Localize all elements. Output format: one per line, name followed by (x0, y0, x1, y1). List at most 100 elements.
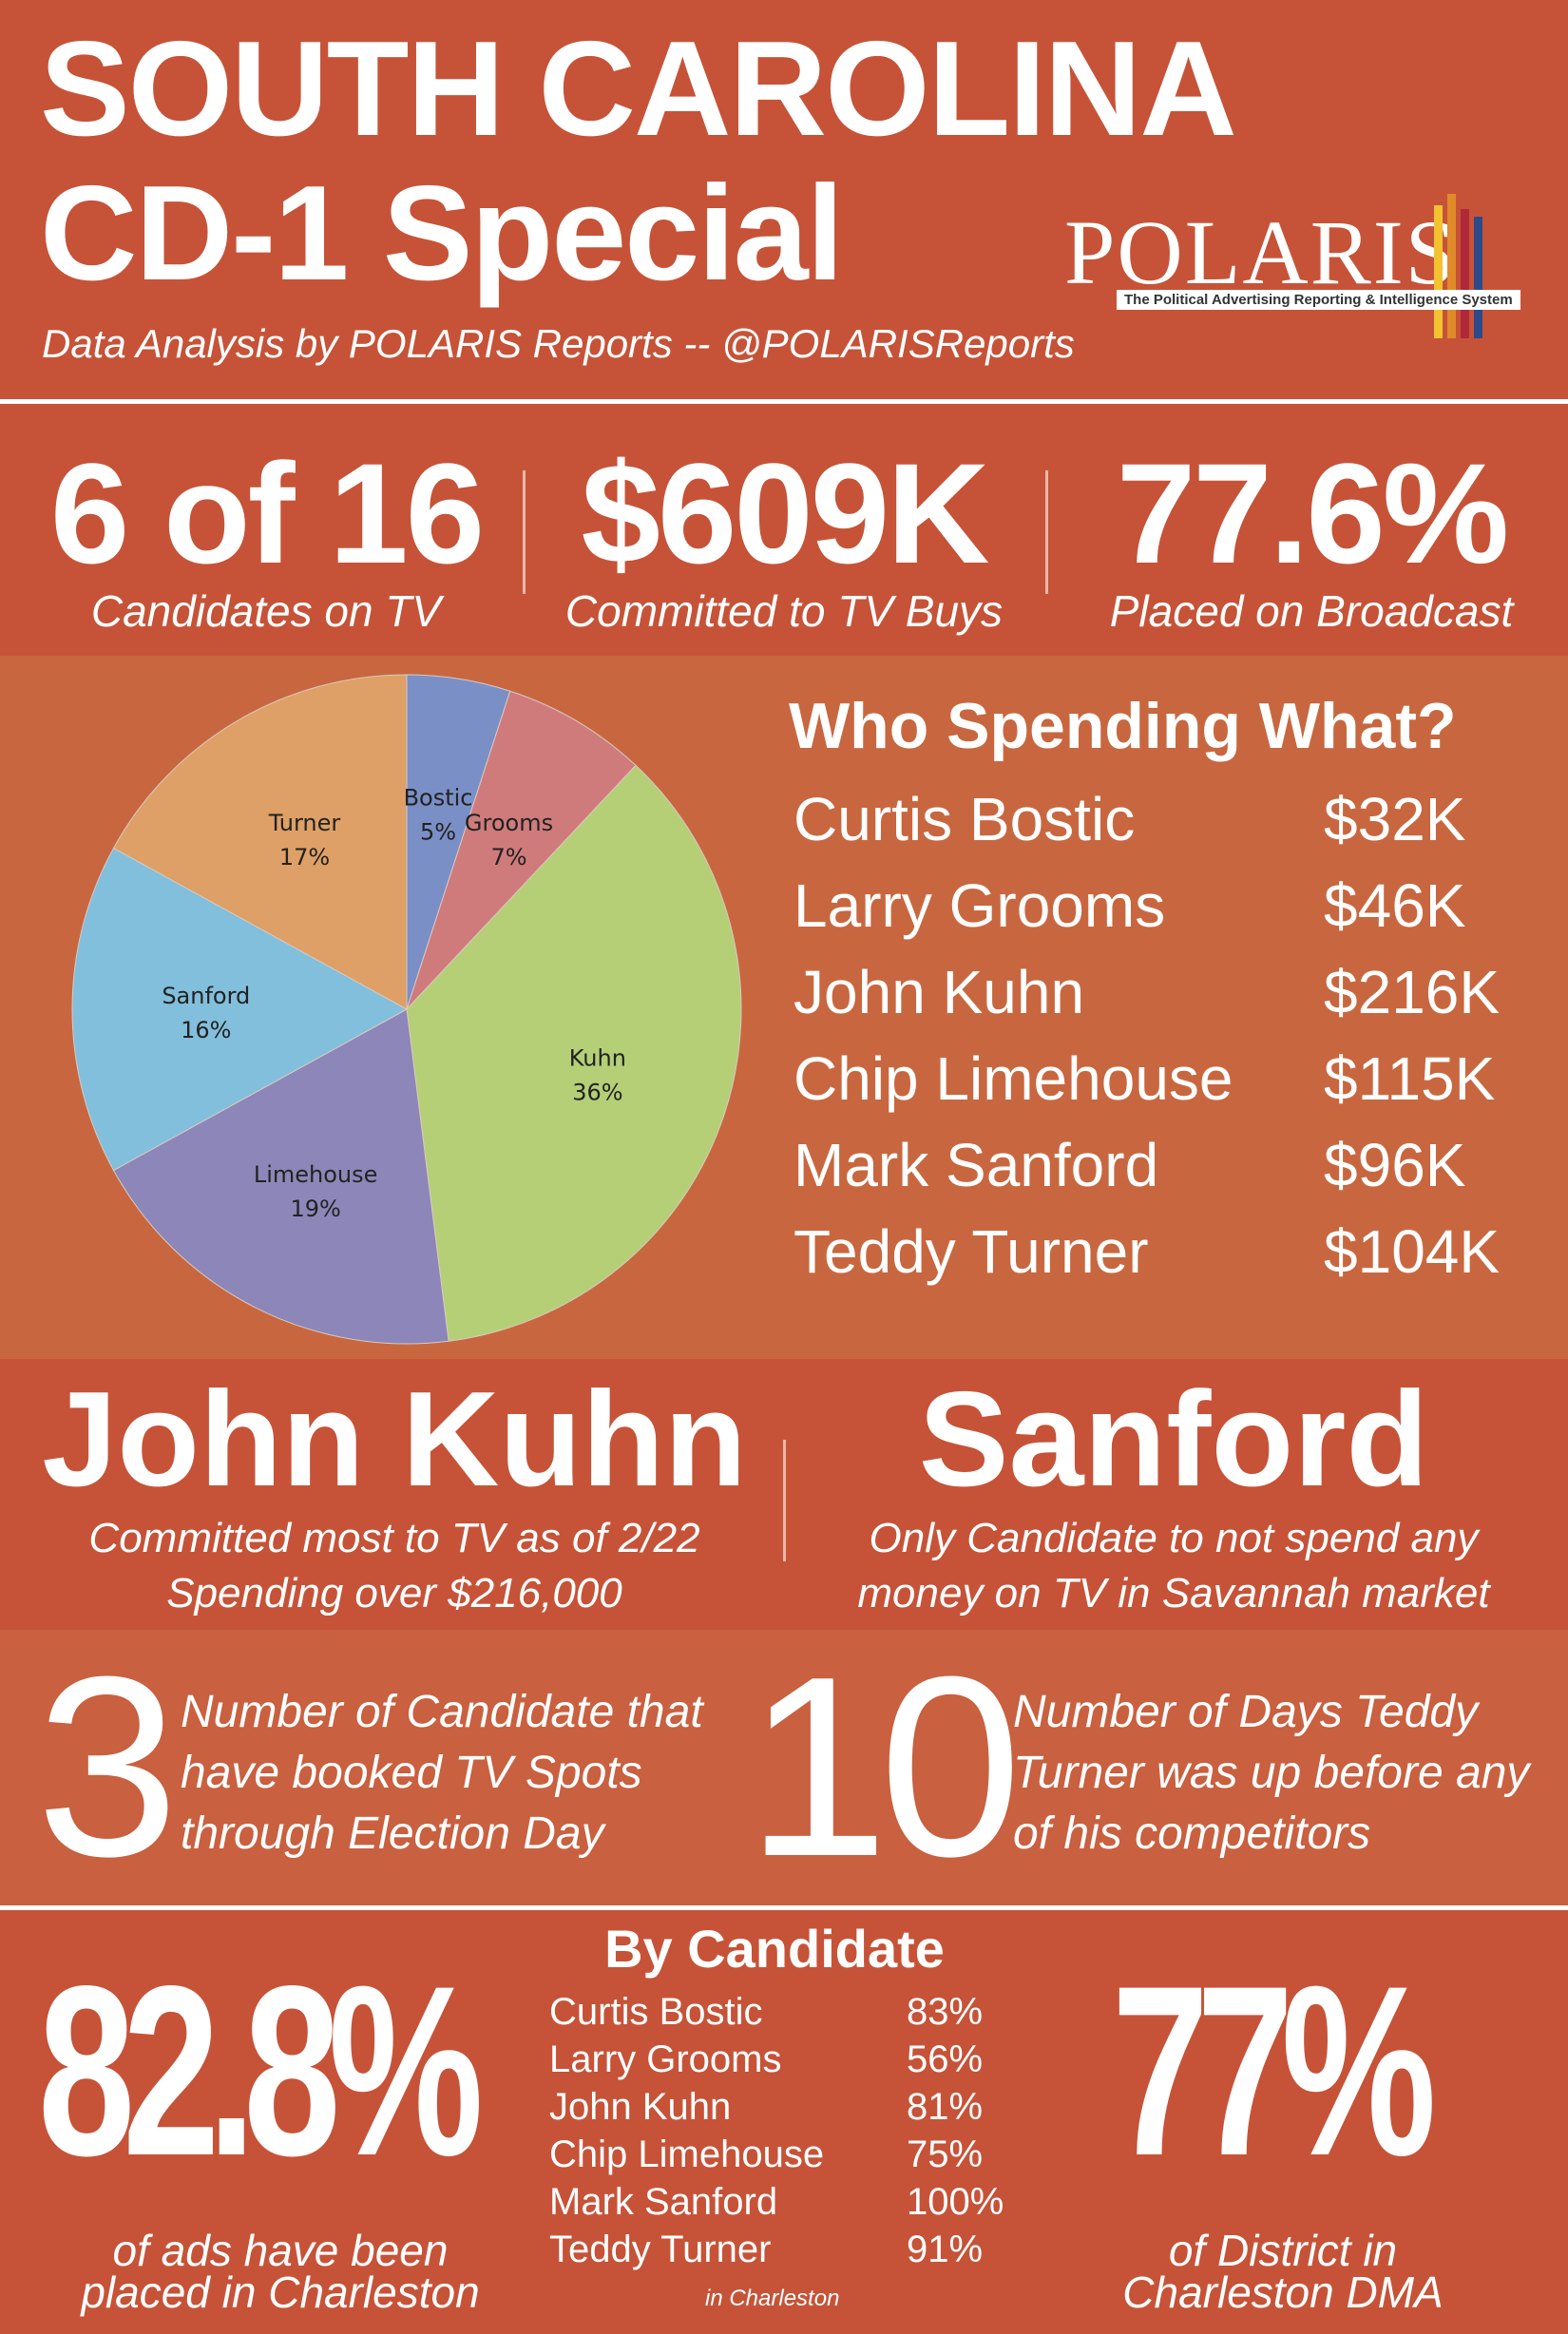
spend-amount: $32K (1324, 785, 1466, 853)
page-title: SOUTH CAROLINA CD-1 Special (40, 13, 1237, 309)
candidate-percent: 81% (907, 2086, 984, 2128)
spending-row: Teddy Turner $104K (794, 1216, 1535, 1303)
pie-slice-limehouse (112, 1008, 449, 1345)
top-stats-band (0, 404, 1568, 656)
highlight-line: Only Candidate to not spend any (869, 1515, 1479, 1561)
footnote: in Charleston (705, 2286, 840, 2311)
caption-line: Charleston DMA (1122, 2267, 1444, 2317)
highlight-title: Sanford (918, 1364, 1429, 1515)
caption-line: placed in Charleston (81, 2267, 480, 2317)
divider (0, 1905, 1568, 1910)
spend-amount: $104K (1324, 1217, 1501, 1286)
pie-slices (71, 674, 742, 1345)
spend-amount: $96K (1324, 1131, 1466, 1199)
divider (1045, 470, 1048, 594)
stat-value: 6 of 16 (49, 433, 485, 593)
by-candidate-row: John Kuhn 81% (549, 2086, 1005, 2133)
highlight-kuhn: John Kuhn Committed most to TV as of 2/2… (19, 1368, 770, 1621)
pie-slice-grooms (406, 690, 637, 1010)
pie-label-value: 36% (572, 1079, 622, 1105)
by-candidate-row: Larry Grooms 56% (549, 2038, 1005, 2086)
candidate-name: John Kuhn (794, 958, 1085, 1026)
candidate-name: Chip Limehouse (549, 2133, 825, 2175)
logo-tagline: The Political Advertising Reporting & In… (1117, 290, 1520, 310)
candidate-name: Mark Sanford (794, 1131, 1159, 1199)
caption-line: of ads have been (112, 2226, 449, 2275)
stat-candidates: 6 of 16 Candidates on TV (29, 442, 504, 638)
stat-committed: $609K Committed to TV Buys (542, 442, 1026, 638)
spending-row: Mark Sanford $96K (794, 1130, 1535, 1216)
caption-line: of District in (1168, 2226, 1398, 2275)
highlight-title: John Kuhn (42, 1364, 747, 1515)
spending-row: John Kuhn $216K (794, 957, 1535, 1043)
district-percent: 77% (1112, 1936, 1437, 2207)
by-candidate-row: Curtis Bostic 83% (549, 1991, 1005, 2038)
pie-labels: Bostic 5% Grooms 7% Kuhn 36% Limehouse 19% Sanfo… (162, 784, 626, 1222)
pie-slice-sanford (71, 847, 409, 1172)
caption-line: of his competitors (1013, 1808, 1371, 1859)
page-subtitle: Data Analysis by POLARIS Reports -- @POL… (42, 321, 1075, 366)
candidate-percent: 75% (907, 2133, 984, 2175)
candidate-name: Larry Grooms (794, 871, 1166, 940)
divider (0, 399, 1568, 404)
caption-line: Number of Candidate that (181, 1687, 703, 1737)
candidate-name: John Kuhn (549, 2086, 732, 2128)
pie-label-value: 5% (420, 818, 456, 845)
caption-line: Number of Days Teddy (1013, 1687, 1479, 1737)
pie-label-name: Bostic (404, 784, 473, 811)
charleston-percent: 82.8% (38, 1936, 484, 2207)
pie-label-value: 16% (181, 1017, 231, 1043)
pie-label-name: Limehouse (254, 1161, 378, 1188)
pie-label-value: 17% (279, 844, 330, 870)
spending-row: Larry Grooms $46K (794, 870, 1535, 957)
candidate-name: Larry Grooms (549, 2038, 782, 2080)
stat-caption: Placed on Broadcast (1109, 586, 1514, 636)
spending-title: Who Spending What? (789, 690, 1457, 762)
spending-row: Curtis Bostic $32K (794, 784, 1535, 870)
by-candidate-title: By Candidate (604, 1919, 945, 1979)
candidate-name: Curtis Bostic (549, 1991, 763, 2033)
highlight-line: Committed most to TV as of 2/22 (88, 1515, 700, 1561)
pie-slice-kuhn (406, 764, 742, 1342)
logo-text: POLARIS (1064, 201, 1459, 303)
stat-value: $609K (581, 433, 989, 593)
number-value: 10 (746, 1624, 1022, 1910)
candidate-name: Mark Sanford (549, 2181, 778, 2223)
polaris-logo: POLARIS The Political Advertising Report… (1064, 194, 1558, 342)
pie-chart: Bostic 5% Grooms 7% Kuhn 36% Limehouse 19% Sanfo… (71, 674, 742, 1345)
number-caption: Number of Days Teddy Turner was up befor… (1013, 1682, 1564, 1865)
number-caption: Number of Candidate that have booked TV … (181, 1682, 732, 1865)
stat-value: 77.6% (1116, 433, 1509, 593)
by-candidate-row: Teddy Turner 91% (549, 2229, 1005, 2276)
stat-caption: Candidates on TV (90, 586, 442, 636)
by-candidate-row: Chip Limehouse 75% (549, 2133, 1005, 2181)
candidate-name: Teddy Turner (794, 1217, 1149, 1286)
stat-caption: Committed to TV Buys (564, 586, 1004, 636)
numbers-band (0, 1630, 1568, 1905)
pie-label-value: 7% (490, 844, 526, 870)
stat-broadcast: 77.6% Placed on Broadcast (1064, 442, 1558, 638)
pie-label-name: Kuhn (569, 1044, 626, 1071)
divider (783, 1440, 786, 1561)
highlight-line: money on TV in Savannah market (857, 1570, 1490, 1617)
number-value: 3 (36, 1624, 180, 1910)
candidate-percent: 91% (907, 2229, 984, 2270)
charleston-caption: of ads have been placed in Charleston (29, 2226, 532, 2317)
divider (523, 470, 526, 594)
highlight-line: Spending over $216,000 (166, 1570, 622, 1617)
by-candidate-row: Mark Sanford 100% (549, 2181, 1005, 2229)
spend-amount: $46K (1324, 871, 1466, 940)
candidate-name: Teddy Turner (549, 2229, 772, 2270)
pie-label-name: Sanford (162, 983, 250, 1009)
pie-label-name: Grooms (465, 810, 553, 836)
spend-amount: $115K (1324, 1044, 1496, 1113)
candidate-percent: 100% (907, 2181, 1004, 2223)
spending-row: Chip Limehouse $115K (794, 1043, 1535, 1130)
spend-amount: $216K (1324, 958, 1501, 1026)
caption-line: Turner was up before any (1013, 1748, 1530, 1798)
district-caption: of District in Charleston DMA (1083, 2226, 1482, 2317)
highlight-sanford: Sanford Only Candidate to not spend any … (798, 1368, 1549, 1621)
candidate-name: Curtis Bostic (794, 785, 1136, 853)
caption-line: through Election Day (181, 1808, 604, 1859)
pie-label-value: 19% (290, 1196, 340, 1222)
